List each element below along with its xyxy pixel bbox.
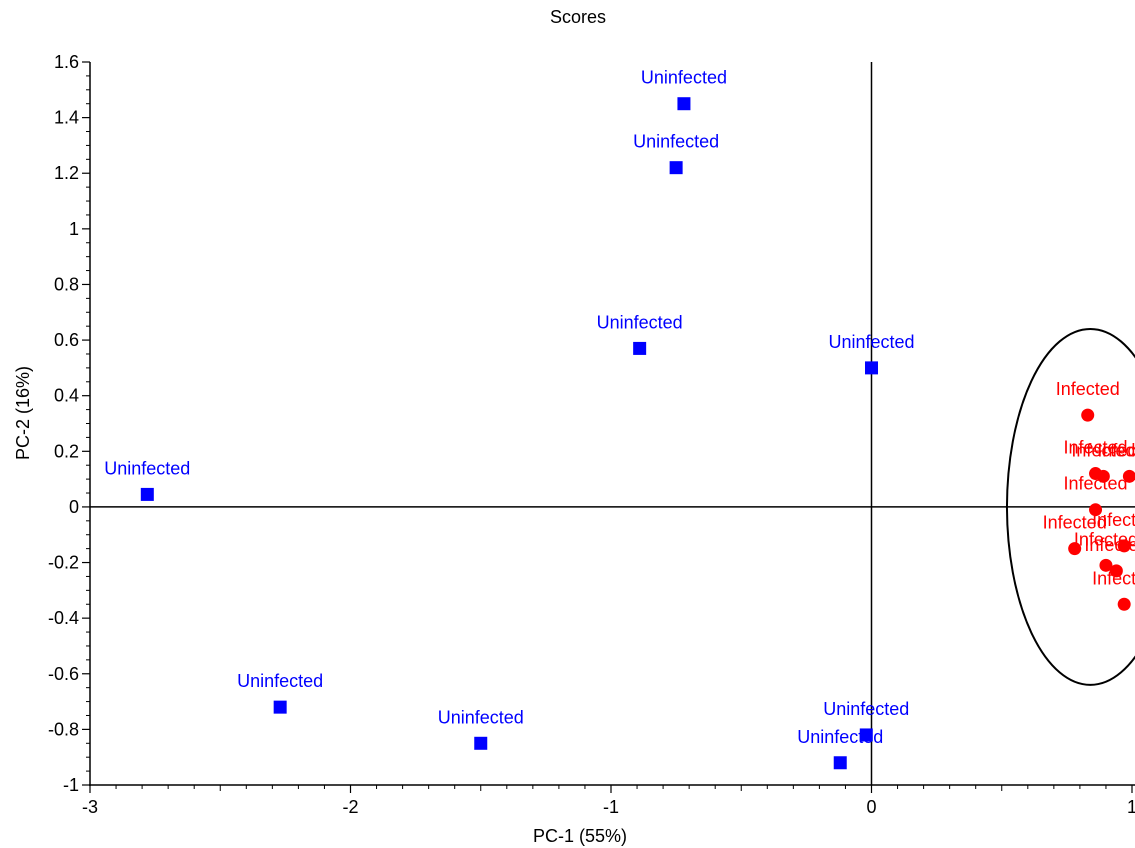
infected-point-label: Infected bbox=[1071, 440, 1135, 460]
uninfected-point-label: Uninfected bbox=[797, 727, 883, 747]
infected-point bbox=[1089, 503, 1103, 517]
uninfected-point bbox=[865, 361, 878, 375]
y-tick-label: 0.4 bbox=[54, 386, 79, 406]
infected-point-label: Infected bbox=[1092, 510, 1135, 530]
uninfected-point bbox=[273, 700, 287, 714]
infected-point bbox=[1096, 469, 1110, 483]
y-tick-label: 0.6 bbox=[54, 330, 79, 350]
infected-point bbox=[1068, 542, 1082, 556]
uninfected-point bbox=[474, 736, 488, 750]
uninfected-point bbox=[833, 756, 847, 770]
infected-point bbox=[1099, 558, 1113, 572]
uninfected-point bbox=[140, 487, 154, 501]
infected-point bbox=[1117, 597, 1131, 611]
infected-point-label: Infected bbox=[1084, 535, 1135, 555]
y-tick-label: -1 bbox=[63, 775, 79, 795]
uninfected-point-label: Uninfected bbox=[633, 132, 719, 152]
infected-point-label: Infected bbox=[1074, 529, 1135, 549]
uninfected-point bbox=[669, 161, 683, 175]
annotations bbox=[1005, 328, 1135, 686]
cluster-ellipse bbox=[1005, 328, 1135, 686]
infected-point-label: Infected bbox=[1043, 513, 1107, 533]
infected-point-label: Infected bbox=[1092, 568, 1135, 588]
x-tick-label: -1 bbox=[603, 797, 619, 817]
y-tick-label: -0.4 bbox=[48, 608, 79, 628]
data-points bbox=[140, 97, 1135, 770]
y-tick-label: 0.2 bbox=[54, 441, 79, 461]
infected-point bbox=[1122, 469, 1135, 483]
infected-point-label: Infected bbox=[1064, 438, 1128, 458]
y-tick-label: 1.6 bbox=[54, 52, 79, 72]
infected-point-label: Infected bbox=[1064, 474, 1128, 494]
infected-point bbox=[1109, 564, 1123, 578]
chart-title: Scores bbox=[550, 7, 606, 27]
tick-labels: 1.6 1.4 1.2 1 0.8 0.6 0.4 0.2 0 -0.2 -0.4 -0.6 -0.8 -… bbox=[48, 52, 1135, 817]
uninfected-point-label: Uninfected bbox=[823, 699, 909, 719]
uninfected-point-label: Uninfected bbox=[104, 458, 190, 478]
infected-point bbox=[1081, 408, 1095, 422]
y-tick-label: 0 bbox=[69, 497, 79, 517]
y-tick-label: 1.2 bbox=[54, 163, 79, 183]
uninfected-point-label: Uninfected bbox=[597, 312, 683, 332]
y-tick-label: -0.8 bbox=[48, 719, 79, 739]
infected-point-label: Infected bbox=[1056, 379, 1120, 399]
y-tick-label: 1.4 bbox=[54, 108, 79, 128]
x-tick-label: -2 bbox=[342, 797, 358, 817]
y-tick-label: 1 bbox=[69, 219, 79, 239]
uninfected-point bbox=[859, 728, 873, 742]
tick-marks bbox=[82, 61, 1133, 793]
infected-point bbox=[1117, 539, 1131, 553]
x-tick-label: -3 bbox=[82, 797, 98, 817]
y-axis-title: PC-2 (16%) bbox=[13, 366, 33, 460]
x-tick-label: 0 bbox=[866, 797, 876, 817]
data-point-labels: Uninfected Uninfected Uninfected Uninfected… bbox=[104, 68, 1135, 747]
uninfected-point-label: Uninfected bbox=[438, 707, 524, 727]
y-tick-label: -0.2 bbox=[48, 553, 79, 573]
y-tick-label: -0.6 bbox=[48, 664, 79, 684]
x-axis-title: PC-1 (55%) bbox=[533, 826, 627, 846]
uninfected-point-label: Uninfected bbox=[237, 671, 323, 691]
y-tick-label: 0.8 bbox=[54, 274, 79, 294]
uninfected-point-label: Uninfected bbox=[641, 68, 727, 88]
uninfected-point bbox=[677, 97, 691, 111]
x-tick-label: 1 bbox=[1127, 797, 1135, 817]
uninfected-point bbox=[633, 341, 647, 355]
infected-point-label: Infected bbox=[1097, 440, 1135, 460]
uninfected-point-label: Uninfected bbox=[828, 332, 914, 352]
